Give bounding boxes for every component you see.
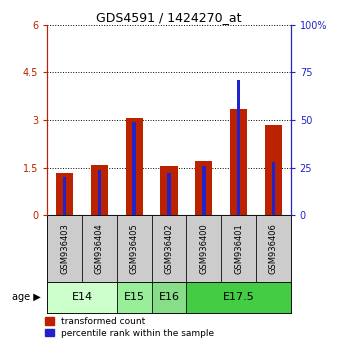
Text: GSM936400: GSM936400 xyxy=(199,223,208,274)
Bar xyxy=(237,80,240,215)
Text: E17.5: E17.5 xyxy=(223,292,255,302)
Bar xyxy=(82,215,117,282)
Bar xyxy=(167,173,171,215)
Text: GSM936401: GSM936401 xyxy=(234,223,243,274)
Bar xyxy=(132,122,136,215)
Bar xyxy=(265,125,282,215)
Bar xyxy=(152,282,186,313)
Bar xyxy=(117,282,152,313)
Bar xyxy=(230,109,247,215)
Bar xyxy=(47,215,82,282)
Text: E15: E15 xyxy=(124,292,145,302)
Bar xyxy=(98,170,101,215)
Bar xyxy=(152,215,186,282)
Bar xyxy=(221,215,256,282)
Bar xyxy=(117,215,152,282)
Bar xyxy=(186,215,221,282)
Bar xyxy=(256,215,291,282)
Text: GSM936403: GSM936403 xyxy=(60,223,69,274)
Bar xyxy=(195,161,213,215)
Bar xyxy=(91,165,108,215)
Bar xyxy=(63,177,67,215)
Text: E16: E16 xyxy=(159,292,179,302)
Bar xyxy=(47,282,117,313)
Text: GSM936406: GSM936406 xyxy=(269,223,278,274)
Bar xyxy=(186,282,291,313)
Text: age ▶: age ▶ xyxy=(12,292,41,302)
Title: GDS4591 / 1424270_at: GDS4591 / 1424270_at xyxy=(96,11,242,24)
Legend: transformed count, percentile rank within the sample: transformed count, percentile rank withi… xyxy=(45,317,214,338)
Bar xyxy=(202,166,206,215)
Text: GSM936405: GSM936405 xyxy=(130,223,139,274)
Text: GSM936404: GSM936404 xyxy=(95,223,104,274)
Bar xyxy=(125,119,143,215)
Bar xyxy=(160,166,178,215)
Text: GSM936402: GSM936402 xyxy=(165,223,173,274)
Bar xyxy=(56,172,73,215)
Bar xyxy=(271,162,275,215)
Text: E14: E14 xyxy=(72,292,93,302)
